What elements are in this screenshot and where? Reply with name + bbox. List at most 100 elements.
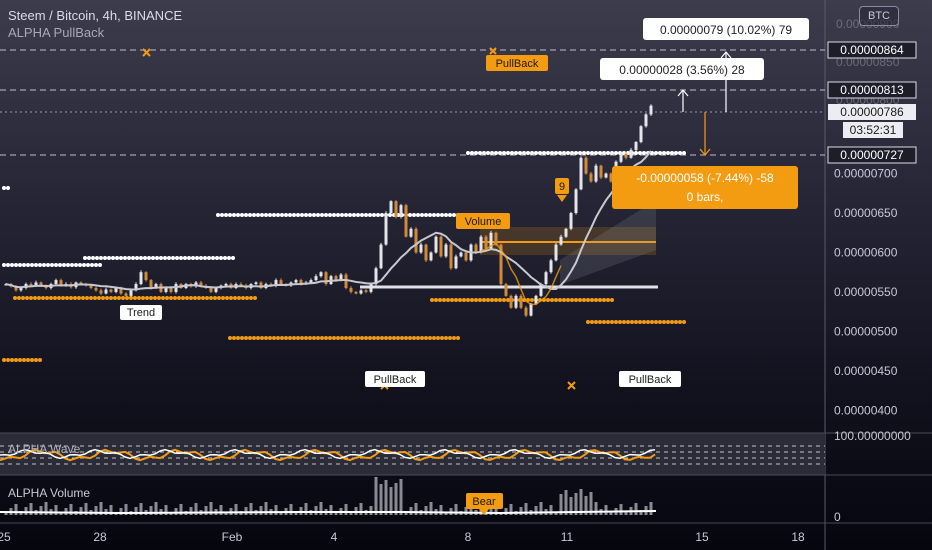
candle xyxy=(554,242,558,262)
pullback-label-right: PullBack xyxy=(619,371,681,387)
price-tick-label: 0.00000650 xyxy=(834,206,898,220)
measure-text-up-small: 0.00000028 (3.56%) 28 xyxy=(619,63,745,77)
candle xyxy=(589,171,593,183)
candle xyxy=(384,211,388,246)
white-level-dots xyxy=(2,151,686,267)
time-tick-label: 8 xyxy=(465,530,472,544)
candle xyxy=(509,294,513,309)
svg-text:0.00000813: 0.00000813 xyxy=(840,83,904,97)
volume-bars xyxy=(4,477,653,515)
svg-text:PullBack: PullBack xyxy=(629,374,672,386)
candle xyxy=(359,289,363,295)
measure-box-up-small: 0.00000028 (3.56%) 28 xyxy=(600,58,764,80)
candle xyxy=(404,203,408,238)
candle xyxy=(624,152,628,160)
candle xyxy=(314,274,318,282)
volume-axis-label: 0 xyxy=(834,510,841,524)
time-tick-label: 15 xyxy=(695,530,709,544)
candle xyxy=(569,211,573,231)
wave-title: ALPHA Wave xyxy=(8,442,81,456)
moving-average xyxy=(5,150,652,291)
candle xyxy=(464,251,468,262)
svg-text:Volume: Volume xyxy=(465,216,502,228)
pullback-label-left: PullBack xyxy=(365,371,425,387)
time-tick-label: 11 xyxy=(561,530,574,544)
candle xyxy=(354,290,358,295)
candle xyxy=(514,294,518,309)
candle xyxy=(259,281,263,290)
wave-pane xyxy=(0,433,825,475)
volume-title: ALPHA Volume xyxy=(8,486,90,500)
candle xyxy=(409,227,413,238)
price-axis[interactable]: 0.00000700 0.00000650 0.00000600 0.00000550… xyxy=(834,167,898,418)
candle xyxy=(124,292,128,298)
candle xyxy=(534,294,538,305)
time-tick-label: 25 xyxy=(0,530,11,544)
candle xyxy=(144,271,148,282)
candle xyxy=(594,163,598,183)
candle xyxy=(424,243,428,262)
candle xyxy=(639,125,643,144)
measure-bars-text: 0 bars, xyxy=(687,190,724,204)
candle xyxy=(319,271,323,278)
price-tick-label: 0.00000400 xyxy=(834,403,898,417)
price-tick-label: 0.00000500 xyxy=(834,324,898,338)
candle xyxy=(604,172,608,179)
pullback-label-top: PullBack xyxy=(486,55,548,71)
candle xyxy=(254,281,258,285)
candle xyxy=(364,289,368,294)
price-tick-label: 0.00000600 xyxy=(834,245,898,259)
svg-text:Bear: Bear xyxy=(472,496,496,508)
candle xyxy=(434,235,438,254)
candle xyxy=(559,234,563,246)
candle xyxy=(414,227,418,254)
countdown-tag: 03:52:31 xyxy=(843,122,903,138)
candle xyxy=(344,272,348,290)
candle xyxy=(54,278,58,285)
price-tick-label: 0.00000550 xyxy=(834,285,898,299)
candle xyxy=(519,294,523,310)
measure-box-up-large: 0.00000079 (10.02%) 79 xyxy=(643,18,809,40)
trend-label: Trend xyxy=(120,305,162,320)
candle xyxy=(579,156,583,191)
candle xyxy=(379,242,383,270)
measure-box-down: -0.00000058 (-7.44%) -58 0 bars, xyxy=(612,166,798,209)
candle xyxy=(104,287,108,295)
candle xyxy=(634,141,638,152)
indicator-title: ALPHA PullBack xyxy=(8,25,105,40)
currency-badge[interactable]: BTC xyxy=(859,6,899,26)
measure-text-up-large: 0.00000079 (10.02%) 79 xyxy=(660,23,792,37)
orange-average xyxy=(480,242,562,306)
candle xyxy=(484,234,488,250)
candle xyxy=(504,282,508,297)
candle xyxy=(324,271,328,286)
time-tick-label: 28 xyxy=(93,530,107,544)
price-tag-727: 0.00000727 xyxy=(827,146,917,164)
svg-text:03:52:31: 03:52:31 xyxy=(850,123,897,137)
candle xyxy=(629,148,633,159)
wave-levels xyxy=(0,445,825,465)
volume-line xyxy=(0,510,657,515)
svg-text:0.00000727: 0.00000727 xyxy=(840,148,904,162)
time-tick-label: 4 xyxy=(331,530,338,544)
time-axis[interactable]: 25 28 Feb 4 8 11 15 18 xyxy=(0,530,805,544)
wave-white xyxy=(0,448,656,460)
symbol-title: Steem / Bitcoin, 4h, BINANCE xyxy=(8,8,183,23)
volume-label: Volume xyxy=(456,213,510,229)
candle xyxy=(439,235,443,258)
count-label: 9 xyxy=(555,178,569,202)
candle xyxy=(459,251,463,258)
candle xyxy=(419,242,423,254)
svg-text:9: 9 xyxy=(559,181,565,193)
candle xyxy=(574,188,578,215)
price-tag-last: 0.00000786 xyxy=(828,104,916,120)
candle xyxy=(609,172,613,183)
svg-text:0.00000786: 0.00000786 xyxy=(840,105,904,119)
svg-text:0.00000864: 0.00000864 xyxy=(840,43,904,57)
orange-level-dots xyxy=(2,296,686,362)
price-tag-813: 0.00000813 xyxy=(827,81,917,99)
candle xyxy=(454,254,458,270)
candle xyxy=(399,203,403,219)
candle xyxy=(394,200,398,219)
